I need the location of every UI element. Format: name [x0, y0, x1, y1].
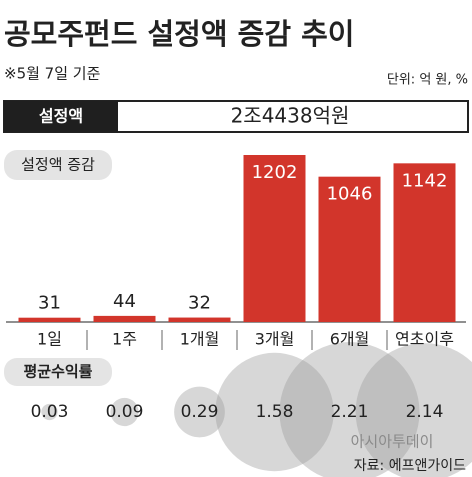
unit: 단위: 억 원, % — [387, 73, 468, 88]
category-label: 1주 — [112, 330, 137, 349]
return-label: 1.58 — [256, 402, 294, 422]
return-label: 0.29 — [181, 402, 219, 422]
category-label: 1개월 — [180, 330, 220, 349]
bar — [243, 155, 306, 322]
value-label: 1202 — [252, 162, 298, 183]
title: 공모주펀드 설정액 증감 추이 — [4, 17, 354, 51]
bubble — [174, 386, 225, 438]
category-label: 3개월 — [255, 330, 295, 349]
bar — [168, 317, 231, 322]
category-label: 6개월 — [330, 330, 370, 349]
value-label: 31 — [38, 293, 61, 314]
bar — [318, 176, 381, 322]
section-badge — [4, 150, 112, 180]
bubble — [110, 397, 139, 427]
return-label: 0.09 — [106, 402, 144, 422]
return-label: 0.03 — [31, 402, 69, 422]
bubble — [41, 403, 58, 421]
bubble — [355, 343, 472, 477]
watermark: 아시아투데이 — [351, 433, 434, 451]
return-label: 2.14 — [406, 402, 444, 422]
category-label: 연초이후 — [395, 330, 454, 349]
total-label-box — [4, 101, 118, 132]
subtitle: ※5월 7일 기준 — [4, 65, 101, 83]
bar — [18, 317, 81, 322]
source: 자료: 에프앤가이드 — [354, 458, 466, 474]
category-label: 1일 — [37, 330, 62, 349]
value-label: 44 — [113, 291, 136, 312]
bubble — [279, 342, 420, 477]
section-label: 설정액 증감 — [21, 156, 95, 174]
return-label: 2.21 — [331, 402, 369, 422]
section-label: 평균수익률 — [23, 363, 92, 381]
value-label: 1142 — [402, 170, 448, 191]
bar — [393, 163, 456, 322]
value-label: 32 — [188, 293, 211, 314]
total-label: 설정액 — [39, 107, 83, 126]
bar — [93, 315, 156, 322]
section-badge — [4, 358, 112, 386]
total-value: 2조4438억원 — [231, 104, 350, 128]
bubble — [215, 352, 334, 472]
value-label: 1046 — [327, 184, 373, 205]
